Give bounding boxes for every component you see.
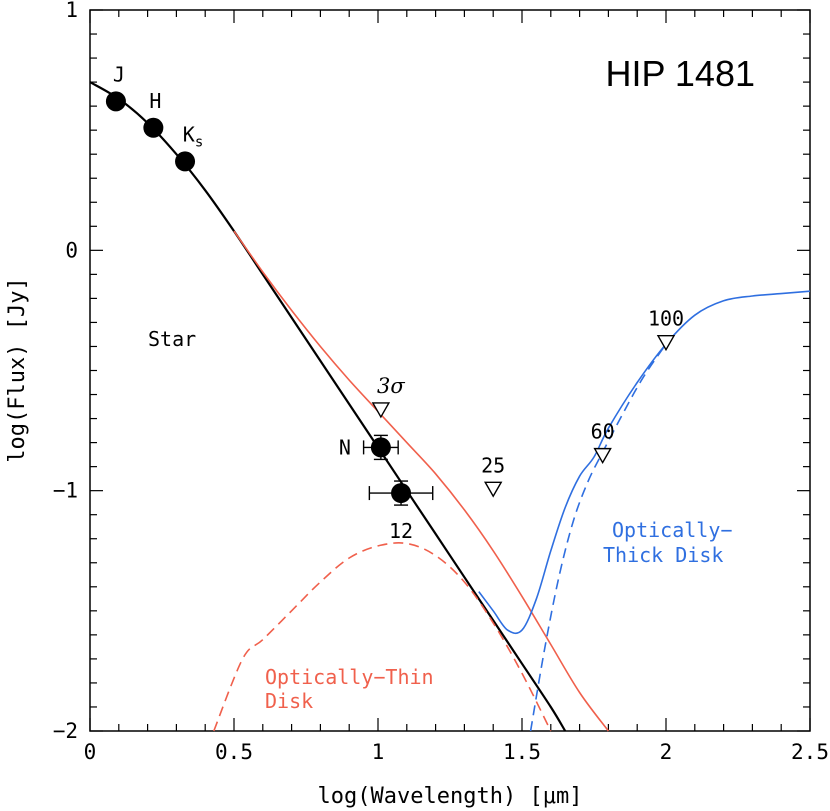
point-h-label: H: [149, 89, 161, 113]
y-tick-label: 1: [65, 0, 78, 22]
upper-limit-60-label: 60: [591, 420, 615, 444]
series-star: [89, 81, 567, 732]
upper-limit-60: [593, 447, 612, 465]
axis-ticks: 0 0.5 1 1.5 2 2.5 1 0 −1 −2: [53, 0, 829, 764]
upper-limit-25-label: 25: [481, 453, 505, 477]
x-tick-label: 0.5: [215, 740, 253, 764]
point-ks-label: Ks: [183, 122, 203, 150]
x-tick-label: 1.5: [503, 740, 541, 764]
plot-frame: [89, 9, 811, 732]
series-optically-thick-disk: [529, 343, 667, 732]
y-tick-label: 0: [65, 238, 78, 262]
upper-limit-25: [483, 481, 503, 498]
thin-disk-label-line2: Disk: [265, 689, 313, 713]
upper-limit-100: [656, 334, 676, 352]
upper-limit-3sigma: [371, 402, 391, 419]
point-h: [143, 117, 164, 138]
series-star-optically-thin-disk: [233, 230, 610, 732]
point-12-label: 12: [389, 519, 413, 543]
upper-limit-100-label: 100: [648, 307, 684, 331]
star-label: Star: [148, 327, 196, 351]
point-j: [105, 91, 126, 112]
series-optically-thin-disk: [213, 542, 552, 732]
thick-disk-label-line1: Optically−: [612, 518, 732, 542]
point-j-label: J: [113, 62, 125, 86]
x-axis-label: log(Wavelength) [μm]: [318, 784, 583, 809]
x-tick-label: 0: [84, 740, 97, 764]
upper-limit-3sigma-label: 3σ: [377, 374, 405, 398]
y-tick-label: −1: [53, 479, 78, 503]
point-n-label: N: [339, 435, 351, 459]
thin-disk-label-line1: Optically−Thin: [265, 665, 434, 689]
series-star-optically-thick-disk: [478, 290, 811, 635]
x-tick-label: 1: [372, 740, 385, 764]
point-n: [370, 437, 391, 458]
y-axis-label: log(Flux) [Jy]: [5, 277, 30, 462]
point-ks: [175, 151, 196, 172]
x-tick-label: 2: [660, 740, 673, 764]
y-tick-label: −2: [53, 719, 78, 743]
point-12: [391, 483, 412, 504]
chart-title: HIP 1481: [606, 53, 755, 94]
thick-disk-label-line2: Thick Disk: [603, 543, 723, 567]
x-tick-label: 2.5: [791, 740, 829, 764]
data-points: JH Ks N 12 3σ 25 60 100: [105, 62, 684, 543]
model-curves: [89, 81, 811, 732]
